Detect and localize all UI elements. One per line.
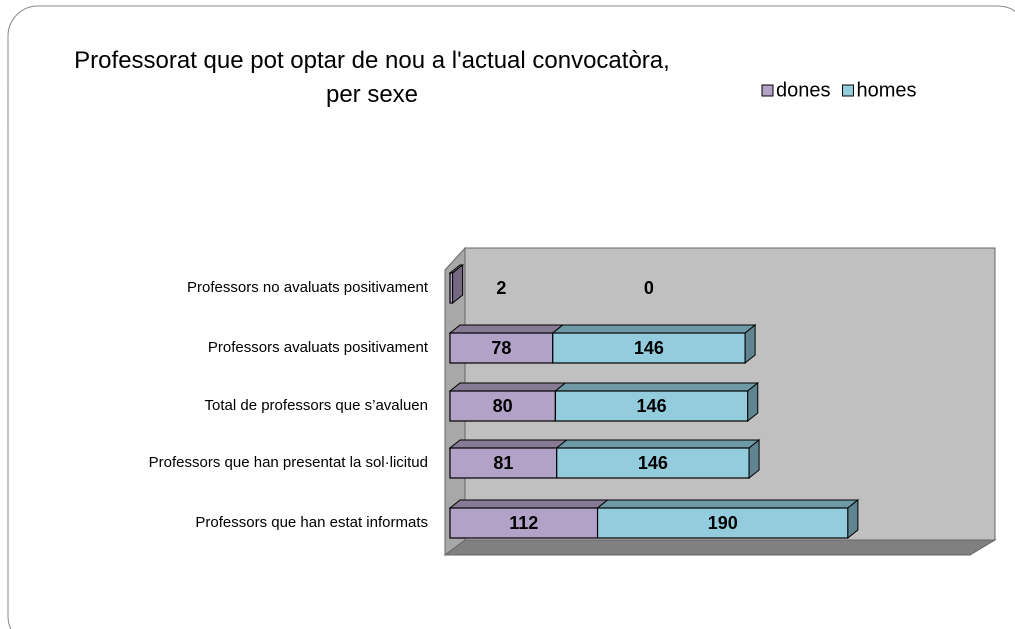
data-label: 190 (708, 513, 738, 533)
category-label: Professors que han estat informats (195, 514, 428, 531)
bar-top (448, 439, 569, 449)
legend-swatch (842, 84, 854, 97)
data-label: 146 (634, 338, 664, 358)
bar-top (551, 324, 757, 334)
bar-front (596, 507, 849, 539)
bar-segment (448, 499, 609, 539)
category-label: Professors que han presentat la sol·lici… (149, 454, 428, 471)
data-label: 81 (493, 453, 513, 473)
bar-top (555, 439, 761, 449)
bar-end (747, 381, 759, 423)
bar-top (448, 382, 567, 392)
bar-segment (555, 439, 761, 479)
chart-title: Professorat que pot optar de nou a l'act… (74, 47, 670, 108)
legend-label: homes (857, 79, 917, 101)
bar-front (449, 332, 554, 364)
category-label: Professors avaluats positivament (208, 339, 429, 356)
data-label: 112 (509, 513, 538, 533)
bar-front (556, 447, 750, 479)
legend-label: dones (776, 79, 831, 101)
bar-front (552, 332, 746, 364)
bar-end (847, 498, 859, 540)
category-label: Total de professors que s’avaluen (205, 397, 428, 414)
bar-segment (551, 324, 757, 364)
bar-segment (448, 439, 569, 479)
bar-front (449, 507, 599, 539)
bar-end (744, 323, 756, 365)
category-label: Professors no avaluats positivament (187, 279, 429, 296)
bar-end (452, 263, 464, 305)
bar-top (596, 499, 860, 509)
data-label: 146 (637, 396, 667, 416)
floor (443, 539, 997, 556)
data-label: 2 (496, 278, 506, 298)
bar-top (448, 499, 609, 509)
data-label: 146 (638, 453, 668, 473)
legend-swatch (761, 84, 774, 97)
data-label: 78 (491, 338, 511, 358)
bar-end (748, 438, 760, 480)
bar-front (449, 447, 558, 479)
data-label: 80 (493, 396, 513, 416)
bar-top (448, 324, 565, 334)
data-label: 0 (644, 278, 654, 298)
bar-segment (553, 382, 760, 422)
bar-top (553, 382, 760, 392)
bar-segment (596, 499, 860, 539)
